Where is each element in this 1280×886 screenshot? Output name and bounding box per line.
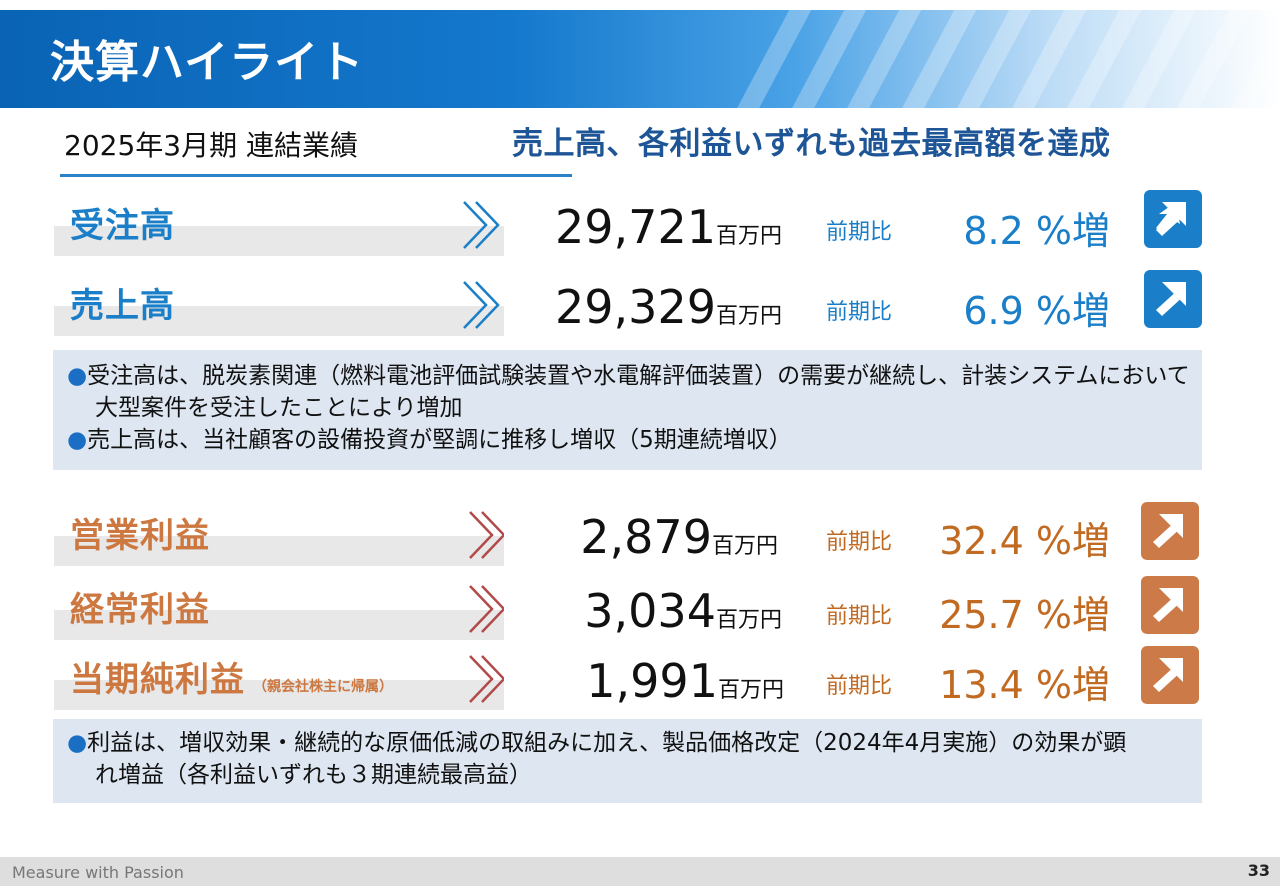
label-band	[54, 306, 504, 336]
period-label: 2025年3月期 連結業績	[64, 129, 358, 162]
metric-row-ordinary-profit: 経常利益 3,034百万円 前期比 25.7 %増	[0, 576, 1280, 650]
metric-label: 受注高	[70, 206, 175, 246]
up-arrow-icon	[1141, 576, 1199, 634]
metric-value: 29,329百万円	[555, 280, 782, 334]
metric-label: 当期純利益 （親会社株主に帰属）	[70, 660, 393, 700]
metric-value: 1,991百万円	[586, 654, 784, 708]
label-band	[54, 226, 504, 256]
footer: Measure with Passion 33	[0, 857, 1280, 886]
metric-row-net-income: 当期純利益 （親会社株主に帰属） 1,991百万円 前期比 13.4 %増	[0, 646, 1280, 720]
change-percent: 8.2 %増	[963, 209, 1110, 253]
page-title: 決算ハイライト	[50, 37, 365, 88]
comparison-label: 前期比	[826, 604, 893, 629]
change-percent: 25.7 %増	[939, 593, 1110, 637]
comparison-label: 前期比	[826, 300, 893, 325]
metric-value: 2,879百万円	[580, 510, 778, 564]
double-chevron-icon	[469, 511, 504, 559]
headline: 売上高、各利益いずれも過去最高額を達成	[512, 126, 1111, 162]
note-item: ●売上高は、当社顧客の設備投資が堅調に推移し増収（5期連続増収）	[67, 427, 792, 453]
metric-label: 売上高	[70, 286, 175, 326]
profit-notes: ●利益は、増収効果・継続的な原価低減の取組みに加え、製品価格改定（2024年4月…	[53, 719, 1202, 803]
label-band	[54, 536, 504, 566]
header-stripes	[720, 10, 1280, 108]
note-item: ●受注高は、脱炭素関連（燃料電池評価試験装置や水電解評価装置）の需要が継続し、計…	[67, 363, 1190, 421]
metric-row-sales: 売上高 29,329百万円 前期比 6.9 %増	[0, 270, 1280, 346]
page-number: 33	[1247, 861, 1270, 880]
sales-notes: ●受注高は、脱炭素関連（燃料電池評価試験装置や水電解評価装置）の需要が継続し、計…	[53, 350, 1202, 470]
metric-value: 29,721百万円	[555, 200, 782, 254]
footer-brand: Measure with Passion	[12, 863, 184, 882]
double-chevron-icon	[469, 585, 504, 633]
metric-value: 3,034百万円	[584, 584, 782, 638]
up-arrow-icon	[1141, 502, 1199, 560]
metric-row-orders: 受注高 29,721百万円 前期比 8.2 %増	[0, 190, 1280, 266]
comparison-label: 前期比	[826, 220, 893, 245]
metric-label: 営業利益	[70, 516, 210, 556]
period-underline	[60, 174, 572, 177]
double-chevron-icon	[463, 201, 500, 249]
metric-sublabel: （親会社株主に帰属）	[253, 679, 393, 695]
label-band	[54, 680, 504, 710]
metric-label: 経常利益	[70, 590, 210, 630]
up-arrow-icon	[1144, 190, 1202, 248]
label-band	[54, 610, 504, 640]
change-percent: 32.4 %増	[939, 519, 1110, 563]
up-arrow-icon	[1144, 270, 1202, 328]
change-percent: 13.4 %増	[939, 663, 1110, 707]
comparison-label: 前期比	[826, 674, 893, 699]
note-item: ●利益は、増収効果・継続的な原価低減の取組みに加え、製品価格改定（2024年4月…	[67, 730, 1127, 788]
metric-row-operating-profit: 営業利益 2,879百万円 前期比 32.4 %増	[0, 502, 1280, 576]
double-chevron-icon	[463, 281, 500, 329]
up-arrow-icon	[1141, 646, 1199, 704]
double-chevron-icon	[469, 655, 504, 703]
comparison-label: 前期比	[826, 530, 893, 555]
change-percent: 6.9 %増	[963, 289, 1110, 333]
header-banner: 決算ハイライト	[0, 10, 1280, 108]
